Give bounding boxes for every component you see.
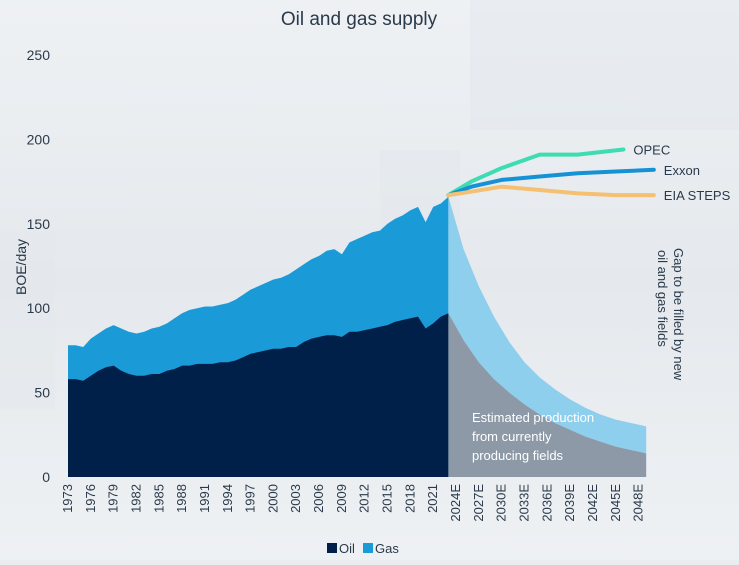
x-tick-label: 2009 [334, 484, 349, 513]
y-axis-label: BOE/day [13, 239, 29, 295]
x-tick-label: 2012 [357, 484, 372, 513]
legend-oil-label: Oil [339, 541, 355, 556]
outlook-line-eia-steps [446, 184, 656, 198]
x-tick-label: 1982 [129, 484, 144, 513]
x-tick-label: 2042E [585, 484, 600, 522]
x-tick-label: 1985 [151, 484, 166, 513]
gap-area [448, 196, 647, 454]
outlook-label-opec: OPEC [633, 143, 670, 158]
x-tick-label: 2024E [448, 484, 463, 522]
x-tick-label: 2048E [631, 484, 646, 522]
x-tick-label: 2027E [471, 484, 486, 522]
outlook-label-eia-steps: EIA STEPS [664, 188, 731, 203]
x-tick-label: 2036E [539, 484, 554, 522]
outlook-lines: OPEC Exxon EIA STEPS [446, 143, 731, 203]
x-tick-label: 2021 [425, 484, 440, 513]
outlook-line-opec [446, 147, 626, 198]
estimated-annotation-line-3: producing fields [472, 448, 564, 463]
chart-title: Oil and gas supply [281, 9, 438, 30]
legend-gas-label: Gas [375, 541, 399, 556]
gap-annotation-line-1: Gap to be filled by new [671, 248, 686, 381]
legend-oil-swatch [327, 543, 337, 553]
x-tick-label: 1973 [60, 484, 75, 513]
x-tick-label: 1979 [106, 484, 121, 513]
x-tick-label: 1976 [83, 484, 98, 513]
y-axis: 0 50 100 150 200 250 [27, 47, 51, 485]
oil-area [68, 313, 449, 477]
x-tick-label: 2003 [288, 484, 303, 513]
y-tick-label: 150 [27, 216, 51, 232]
estimated-annotation-line-2: from currently [472, 429, 552, 444]
estimated-annotation: Estimated production from currently prod… [472, 410, 598, 463]
x-tick-label: 2006 [311, 484, 326, 513]
x-tick-label: 1997 [243, 484, 258, 513]
x-tick-label: 1991 [197, 484, 212, 513]
areas [68, 196, 647, 478]
gap-annotation: Gap to be filled by new oil and gas fiel… [655, 248, 686, 384]
y-tick-label: 50 [34, 385, 50, 401]
y-tick-label: 0 [42, 469, 50, 485]
y-tick-label: 200 [27, 131, 51, 147]
y-tick-label: 250 [27, 47, 51, 63]
estimated-annotation-line-1: Estimated production [472, 410, 594, 425]
x-tick-label: 2000 [265, 484, 280, 513]
x-tick-label: 2018 [402, 484, 417, 513]
outlook-line-exxon [446, 167, 656, 198]
outlook-label-exxon: Exxon [664, 163, 700, 178]
x-tick-label: 2039E [562, 484, 577, 522]
x-tick-label: 2033E [517, 484, 532, 522]
gap-annotation-line-2: oil and gas fields [655, 250, 670, 347]
legend: Oil Gas [327, 541, 399, 556]
x-tick-label: 1994 [220, 484, 235, 513]
producing-fields-area [448, 313, 647, 477]
y-tick-label: 100 [27, 300, 51, 316]
x-tick-label: 2015 [380, 484, 395, 513]
x-tick-label: 2030E [494, 484, 509, 522]
x-axis: 1973 1976 1979 1982 1985 1988 1991 1994 1997 2000… [60, 484, 646, 522]
x-tick-label: 2045E [608, 484, 623, 522]
x-tick-label: 1988 [174, 484, 189, 513]
legend-gas-swatch [363, 543, 373, 553]
